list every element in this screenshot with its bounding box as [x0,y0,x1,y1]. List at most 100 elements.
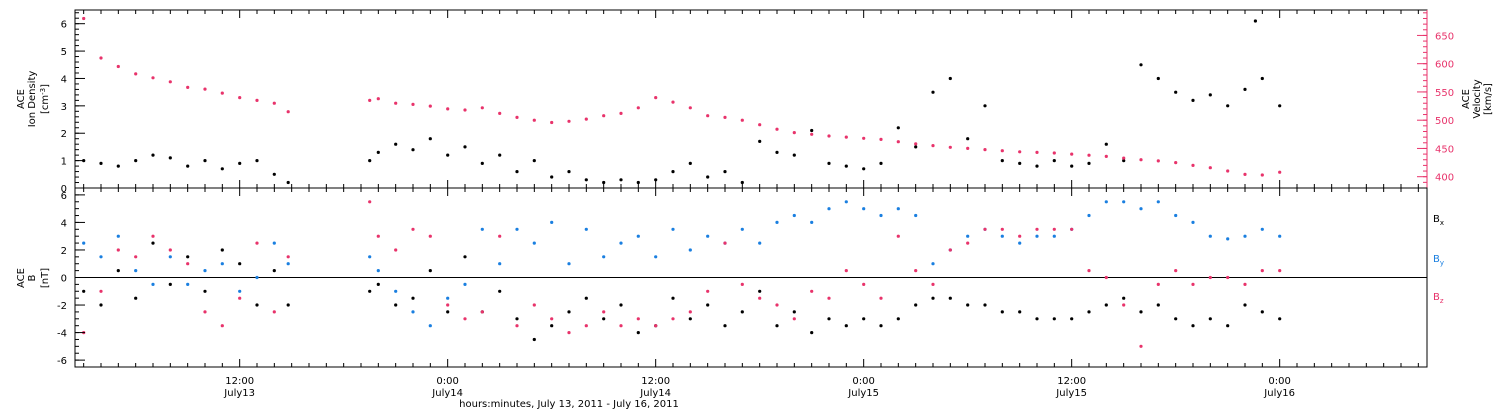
velocity-point-14 [376,97,380,101]
b-tick-label--4: -4 [57,329,67,340]
bz-point-8 [220,324,224,328]
by-point-35 [740,227,744,231]
velocity-point-32 [688,106,692,110]
density-point-60 [1174,90,1178,94]
bx-point-34 [723,324,727,328]
bx-point-8 [220,248,224,252]
by-point-33 [706,234,710,238]
bz-point-10 [255,241,259,245]
bz-point-60 [1174,269,1178,273]
velocity-point-53 [1052,151,1056,155]
bz-point-6 [186,262,190,266]
bz-point-4 [151,234,155,238]
legend: Bx By Bz [1433,214,1444,305]
by-point-22 [515,227,519,231]
velocity-point-37 [775,127,779,131]
bz-point-57 [1122,303,1126,307]
bz-point-33 [706,289,710,293]
bz-point-13 [368,200,372,204]
bz-point-23 [532,303,536,307]
bx-point-25 [567,310,571,314]
velocity-point-36 [758,123,762,127]
density-point-16 [411,148,415,152]
bx-point-55 [1087,310,1091,314]
density-point-11 [272,172,276,176]
bx-point-43 [879,324,883,328]
bx-point-10 [255,303,259,307]
density-point-48 [966,137,970,141]
by-point-44 [896,207,900,211]
bz-point-48 [966,241,970,245]
density-point-67 [1278,104,1282,108]
bx-point-2 [116,269,120,273]
by-point-17 [428,324,432,328]
velocity-point-3 [134,72,138,76]
density-point-9 [238,161,242,165]
density-point-40 [827,161,831,165]
bx-point-50 [1000,310,1004,314]
velocity-point-43 [879,137,883,141]
bx-point-58 [1139,310,1143,314]
velocity-point-41 [844,135,848,139]
by-point-36 [758,241,762,245]
bx-point-18 [446,310,450,314]
by-point-56 [1104,200,1108,204]
velocity-axis-ticks: 400 450 500 550 600 650 [1417,12,1454,189]
density-point-53 [1052,159,1056,163]
by-point-38 [792,213,796,218]
bx-point-61 [1191,324,1195,328]
bx-point-53 [1052,317,1056,321]
velocity-point-29 [636,106,640,110]
density-point-6 [186,164,190,168]
bz-point-17 [428,234,432,238]
density-point-18 [446,153,450,157]
bz-point-61 [1191,282,1195,286]
bx-point-6 [186,255,190,259]
bz-point-26 [584,324,588,328]
density-point-13 [368,159,372,163]
bz-point-5 [168,248,172,252]
density-point-3 [134,159,138,163]
velocity-point-28 [619,111,623,115]
velocity-point-7 [203,87,207,91]
density-point-22 [515,170,519,174]
by-point-32 [688,248,692,252]
density-point-65 [1253,19,1257,23]
bz-point-2 [116,248,120,252]
velocity-point-48 [966,146,970,150]
velocity-point-19 [463,108,467,112]
density-point-57 [1122,159,1126,163]
by-point-42 [862,207,866,211]
density-point-5 [168,156,172,160]
by-point-5 [168,255,172,259]
b-tick-label-6: 6 [61,191,67,202]
bx-point-28 [619,303,623,307]
bx-point-32 [688,317,692,321]
b-axis-label-line1: ACE [16,268,27,288]
bx-point-13 [368,289,372,293]
bx-point-0 [82,289,86,293]
bx-point-16 [411,296,415,300]
bx-point-47 [948,296,952,300]
by-point-26 [584,227,588,231]
by-point-30 [654,255,658,259]
velocity-point-11 [272,101,276,105]
velocity-point-62 [1208,166,1212,170]
date-tick-label-4: July15 [1055,388,1087,399]
by-point-18 [446,296,450,300]
bx-point-12 [286,303,290,307]
velocity-point-22 [515,115,519,119]
velocity-point-61 [1191,163,1195,167]
velocity-point-42 [862,136,866,140]
velocity-point-27 [602,114,606,118]
density-point-50 [1000,159,1004,163]
bz-point-28 [619,324,623,328]
bz-point-50 [1000,227,1004,231]
bx-point-22 [515,317,519,321]
b-axis-label-line3: [nT] [40,268,51,288]
density-point-17 [428,137,432,141]
top-plot-marks [82,16,1282,185]
bx-point-59 [1156,303,1160,307]
density-point-15 [394,142,398,146]
bz-point-62 [1208,275,1212,280]
